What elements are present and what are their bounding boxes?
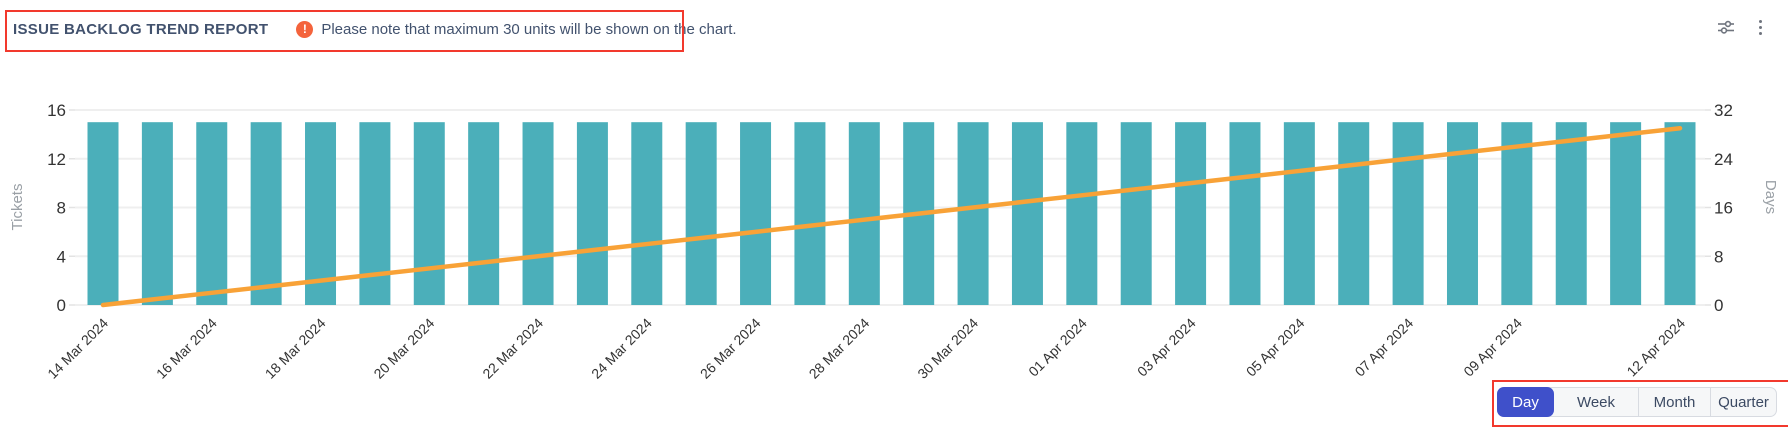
- x-axis-date-label: 26 Mar 2024: [697, 315, 764, 382]
- max-units-note: ! Please note that maximum 30 units will…: [296, 20, 737, 38]
- left-axis-tick-label: 12: [47, 150, 66, 169]
- x-axis-date-label: 07 Apr 2024: [1352, 315, 1417, 380]
- note-text: Please note that maximum 30 units will b…: [321, 20, 737, 38]
- ticket-bar[interactable]: [957, 122, 989, 305]
- time-range-month-button[interactable]: Month: [1638, 388, 1710, 416]
- ticket-bar[interactable]: [1066, 122, 1098, 305]
- ticket-bar[interactable]: [1501, 122, 1533, 305]
- ticket-bar[interactable]: [468, 122, 500, 305]
- time-range-quarter-button[interactable]: Quarter: [1710, 388, 1776, 416]
- ticket-bar[interactable]: [576, 122, 608, 305]
- left-axis-tick-label: 16: [47, 101, 66, 120]
- days-trend-line: [100, 126, 1683, 308]
- right-axis-tick-label: 32: [1714, 101, 1733, 120]
- x-axis-date-label: 01 Apr 2024: [1025, 315, 1090, 380]
- x-axis-date-label: 24 Mar 2024: [588, 315, 655, 382]
- ticket-bar[interactable]: [1338, 122, 1370, 305]
- ticket-bar[interactable]: [1283, 122, 1315, 305]
- right-axis-tick-label: 8: [1714, 247, 1723, 266]
- ticket-bar[interactable]: [522, 122, 554, 305]
- ticket-bar[interactable]: [413, 122, 445, 305]
- ticket-bar[interactable]: [1555, 122, 1587, 305]
- ticket-bar[interactable]: [740, 122, 772, 305]
- report-header: ISSUE BACKLOG TREND REPORT ! Please note…: [13, 10, 737, 48]
- x-axis-date-label: 20 Mar 2024: [370, 315, 437, 382]
- chart-toolbar: [1713, 14, 1764, 40]
- right-axis-tick-label: 24: [1714, 150, 1733, 169]
- left-axis-name: Tickets: [9, 184, 26, 231]
- ticket-bar[interactable]: [1120, 122, 1152, 305]
- x-axis-date-label: 18 Mar 2024: [262, 315, 329, 382]
- left-axis-tick-label: 4: [57, 247, 66, 266]
- ticket-bar[interactable]: [250, 122, 282, 305]
- sliders-icon: [1718, 20, 1734, 34]
- x-axis-date-label: 03 Apr 2024: [1134, 315, 1199, 380]
- kebab-menu-icon: [1759, 19, 1762, 35]
- more-options-button[interactable]: [1757, 18, 1764, 37]
- x-axis-date-label: 30 Mar 2024: [914, 315, 981, 382]
- ticket-bar[interactable]: [848, 122, 880, 305]
- page-title: ISSUE BACKLOG TREND REPORT: [13, 20, 269, 38]
- ticket-bar[interactable]: [685, 122, 717, 305]
- left-axis-tick-label: 0: [57, 296, 66, 315]
- time-range-switcher: Day Week Month Quarter: [1497, 387, 1777, 417]
- x-axis-date-label: 28 Mar 2024: [806, 315, 873, 382]
- ticket-bar[interactable]: [1011, 122, 1043, 305]
- filter-settings-button[interactable]: [1713, 14, 1739, 40]
- ticket-bar[interactable]: [1664, 122, 1696, 305]
- ticket-bar[interactable]: [794, 122, 826, 305]
- ticket-bar[interactable]: [1175, 122, 1207, 305]
- warning-icon: !: [296, 20, 314, 38]
- x-axis-date-label: 05 Apr 2024: [1243, 315, 1308, 380]
- right-axis-tick-label: 0: [1714, 296, 1723, 315]
- ticket-bar[interactable]: [305, 122, 337, 305]
- ticket-bar[interactable]: [631, 122, 663, 305]
- right-axis-name: Days: [1762, 180, 1779, 214]
- left-axis-tick-label: 8: [57, 199, 66, 218]
- time-range-week-button[interactable]: Week: [1554, 388, 1638, 416]
- x-axis-date-label: 22 Mar 2024: [479, 315, 546, 382]
- ticket-bar[interactable]: [1229, 122, 1261, 305]
- x-axis-date-label: 14 Mar 2024: [44, 315, 111, 382]
- ticket-bar[interactable]: [1610, 122, 1642, 305]
- time-range-day-button[interactable]: Day: [1497, 387, 1554, 417]
- x-axis-date-label: 12 Apr 2024: [1623, 315, 1688, 380]
- ticket-bar[interactable]: [141, 122, 173, 305]
- x-axis-date-label: 16 Mar 2024: [153, 315, 220, 382]
- ticket-bar[interactable]: [1392, 122, 1424, 305]
- ticket-bar[interactable]: [87, 122, 119, 305]
- ticket-bar[interactable]: [196, 122, 228, 305]
- x-axis-date-label: 09 Apr 2024: [1460, 315, 1525, 380]
- right-axis-tick-label: 16: [1714, 199, 1733, 218]
